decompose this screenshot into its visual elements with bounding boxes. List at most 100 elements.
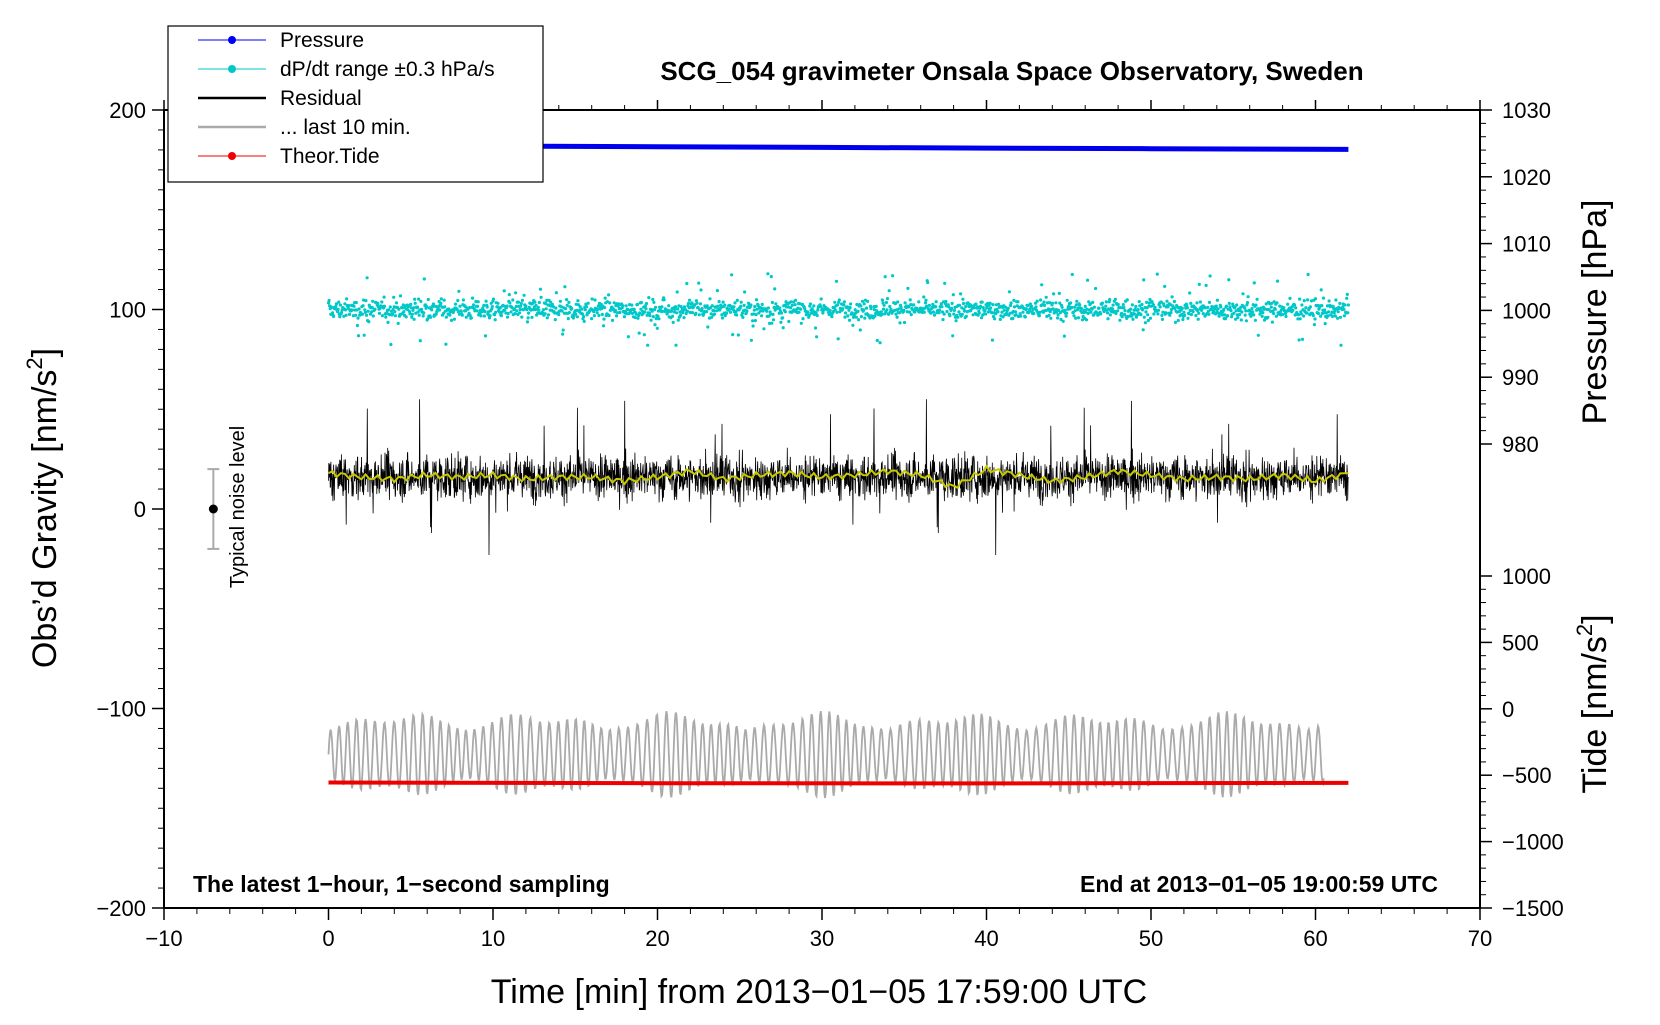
dpdt-point — [544, 301, 548, 306]
dpdt-point — [950, 306, 954, 311]
dpdt-point — [1220, 313, 1225, 317]
dpdt-point — [1250, 306, 1254, 311]
dpdt-point — [699, 288, 703, 292]
dpdt-point — [1070, 272, 1074, 277]
dpdt-point — [889, 307, 893, 311]
dpdt-point — [705, 304, 709, 308]
y-axis-gravity: −200 −100 0 100 200 — [96, 98, 164, 921]
dpdt-point — [1172, 299, 1176, 304]
pressure-tick-label: 1010 — [1502, 232, 1551, 257]
x-tick-label: 10 — [481, 926, 505, 951]
dpdt-point — [409, 302, 413, 306]
dpdt-point — [662, 298, 666, 302]
dpdt-point — [468, 313, 472, 318]
dpdt-point — [595, 311, 599, 315]
dpdt-point — [1044, 295, 1048, 299]
dpdt-point — [956, 315, 960, 319]
dpdt-point — [646, 343, 650, 347]
dpdt-point — [439, 301, 443, 305]
dpdt-point — [857, 318, 861, 322]
dpdt-point — [766, 306, 771, 310]
dpdt-point — [697, 281, 701, 285]
dpdt-point — [751, 319, 755, 323]
dpdt-point — [1061, 319, 1065, 323]
dpdt-point — [1176, 318, 1180, 323]
dpdt-point — [954, 319, 958, 323]
dpdt-point — [694, 299, 699, 303]
dpdt-point — [1019, 314, 1023, 318]
dpdt-point — [1342, 314, 1346, 318]
dpdt-point — [417, 313, 421, 317]
dpdt-point — [630, 303, 634, 307]
tide-tick-label: 0 — [1502, 697, 1514, 722]
dpdt-point — [1108, 313, 1112, 317]
dpdt-point — [961, 301, 966, 306]
dpdt-point — [1313, 317, 1317, 321]
dpdt-point — [651, 297, 655, 302]
dpdt-point — [1270, 301, 1274, 305]
dpdt-point — [1173, 307, 1177, 311]
dpdt-point — [1196, 309, 1200, 313]
dpdt-point — [582, 319, 586, 323]
dpdt-point — [1338, 301, 1342, 305]
dpdt-point — [650, 309, 654, 313]
dpdt-point — [1016, 300, 1020, 304]
dpdt-point — [1116, 302, 1120, 307]
dpdt-point — [1197, 282, 1201, 286]
dpdt-point — [439, 297, 443, 301]
dpdt-point — [1299, 312, 1303, 316]
dpdt-point — [842, 300, 847, 304]
dpdt-point — [682, 316, 686, 320]
dpdt-point — [667, 304, 671, 308]
dpdt-point — [565, 298, 569, 302]
dpdt-point — [1074, 303, 1078, 307]
dpdt-point — [801, 317, 805, 321]
dpdt-point — [747, 301, 751, 305]
dpdt-point — [1320, 304, 1324, 308]
dpdt-point — [931, 302, 935, 306]
dpdt-point — [1134, 304, 1138, 309]
dpdt-point — [681, 311, 685, 315]
dpdt-point — [413, 297, 417, 301]
dpdt-point — [899, 305, 903, 310]
dpdt-point — [1125, 298, 1129, 302]
dpdt-point — [990, 311, 994, 315]
dpdt-point — [1256, 333, 1260, 337]
dpdt-point — [553, 311, 557, 315]
dpdt-point — [531, 308, 535, 312]
dpdt-point — [781, 326, 785, 330]
dpdt-point — [674, 343, 678, 347]
dpdt-point — [1151, 303, 1155, 307]
y-tick-label: −100 — [96, 697, 146, 722]
dpdt-point — [883, 275, 887, 279]
dpdt-point — [1099, 312, 1103, 316]
dpdt-point — [732, 305, 736, 309]
dpdt-point — [1160, 317, 1164, 321]
dpdt-point — [713, 312, 717, 316]
dpdt-point — [1234, 309, 1238, 313]
dpdt-point — [847, 318, 852, 322]
dpdt-point — [1142, 315, 1146, 319]
dpdt-point — [1206, 309, 1210, 313]
dpdt-point — [1275, 301, 1279, 305]
dpdt-point — [1160, 313, 1164, 317]
dpdt-point — [558, 299, 563, 303]
dpdt-point — [849, 302, 853, 306]
dpdt-point — [1214, 312, 1218, 316]
dpdt-point — [621, 304, 625, 308]
chart-title: SCG_054 gravimeter Onsala Space Observat… — [660, 56, 1363, 86]
dpdt-point — [1049, 316, 1053, 320]
dpdt-point — [434, 304, 438, 308]
dpdt-point — [1037, 314, 1041, 318]
dpdt-point — [537, 300, 542, 305]
dpdt-point — [807, 313, 811, 317]
dpdt-point — [396, 321, 400, 325]
dpdt-point — [1236, 316, 1240, 320]
dpdt-point — [1306, 298, 1310, 302]
x-axis-title: Time [min] from 2013−01−05 17:59:00 UTC — [491, 973, 1147, 1011]
dpdt-point — [1312, 323, 1316, 327]
dpdt-point — [522, 293, 526, 297]
dpdt-point — [419, 307, 424, 311]
dpdt-point — [428, 315, 433, 319]
dpdt-point — [566, 317, 570, 321]
